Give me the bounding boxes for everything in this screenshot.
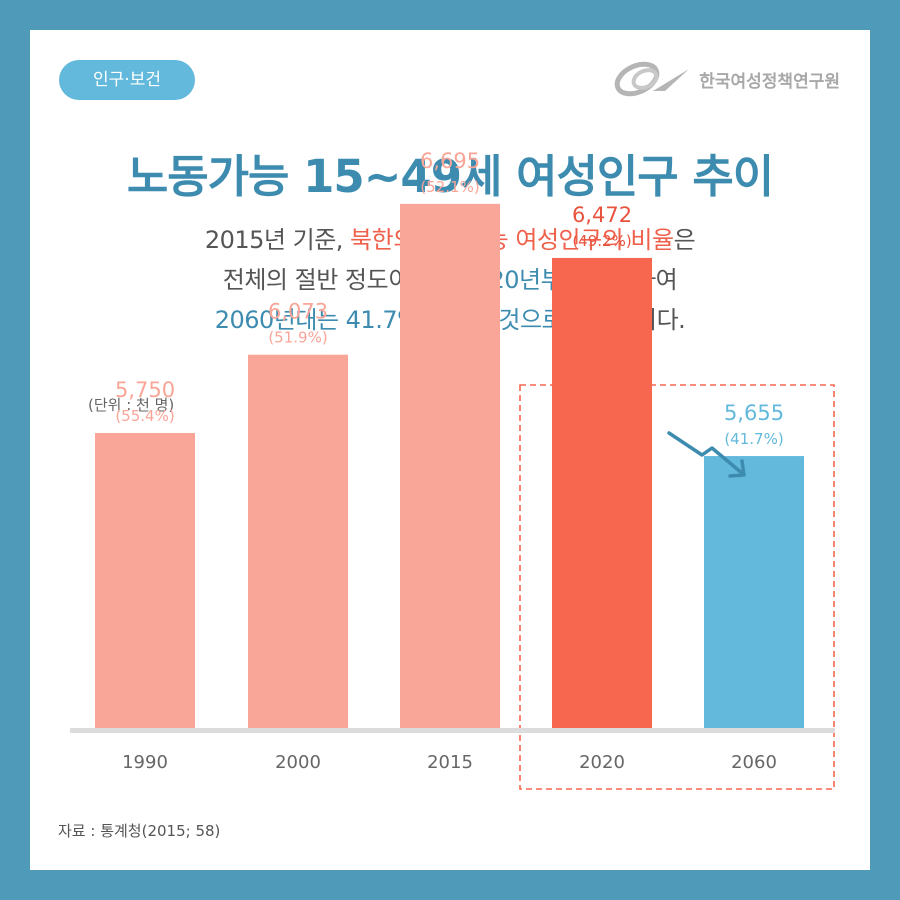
bar-2020 <box>552 257 652 728</box>
bar-2000 <box>248 354 348 728</box>
x-tick-label-2000: 2000 <box>275 752 321 773</box>
org-name: 한국여성정책연구원 <box>699 71 840 92</box>
forecast-highlight-frame <box>519 384 835 790</box>
category-tag: 인구·보건 <box>59 60 195 100</box>
infographic-card: 인구·보건 한국여성정책연구원 노동가능 15~49세 여성인구 추이 2015… <box>30 30 870 870</box>
trend-arrow-icon <box>667 431 746 478</box>
subtitle-text: 2015년 기준, <box>204 226 351 254</box>
subtitle-text: 은 <box>673 226 696 254</box>
bar-1990 <box>95 433 195 728</box>
value-label-2020: 6,472 <box>572 203 632 227</box>
bar-2060 <box>704 456 804 728</box>
percent-label-2000: (51.9%) <box>268 329 327 347</box>
bar-chart: 5,750 (55.4%) 1990 6,073 (51.9%) 2000 6,695 (52… <box>70 149 835 790</box>
percent-label-2020: (49.2%) <box>572 232 631 250</box>
value-label-2060: 5,655 <box>724 401 784 425</box>
value-label-2015: 6,695 <box>420 149 480 173</box>
page-title: 노동가능 15~49세 여성인구 추이 <box>126 150 774 203</box>
percent-label-2015: (52.1%) <box>420 178 479 196</box>
value-label-2000: 6,073 <box>268 300 328 324</box>
x-tick-label-1990: 1990 <box>122 752 168 773</box>
org-logo: 한국여성정책연구원 <box>613 61 840 97</box>
source-note: 자료 : 통계청(2015; 58) <box>58 822 221 840</box>
bar-2015 <box>400 203 500 729</box>
unit-label: (단위 : 천 명) <box>88 396 175 414</box>
value-label-1990: 5,750 <box>115 378 175 402</box>
percent-label-1990: (55.4%) <box>115 407 174 425</box>
percent-label-2060: (41.7%) <box>724 430 783 448</box>
org-logo-icon <box>614 61 690 97</box>
x-tick-label-2060: 2060 <box>731 752 777 773</box>
x-tick-label-2020: 2020 <box>579 752 625 773</box>
x-tick-label-2015: 2015 <box>427 752 473 773</box>
x-axis-baseline <box>70 728 835 733</box>
